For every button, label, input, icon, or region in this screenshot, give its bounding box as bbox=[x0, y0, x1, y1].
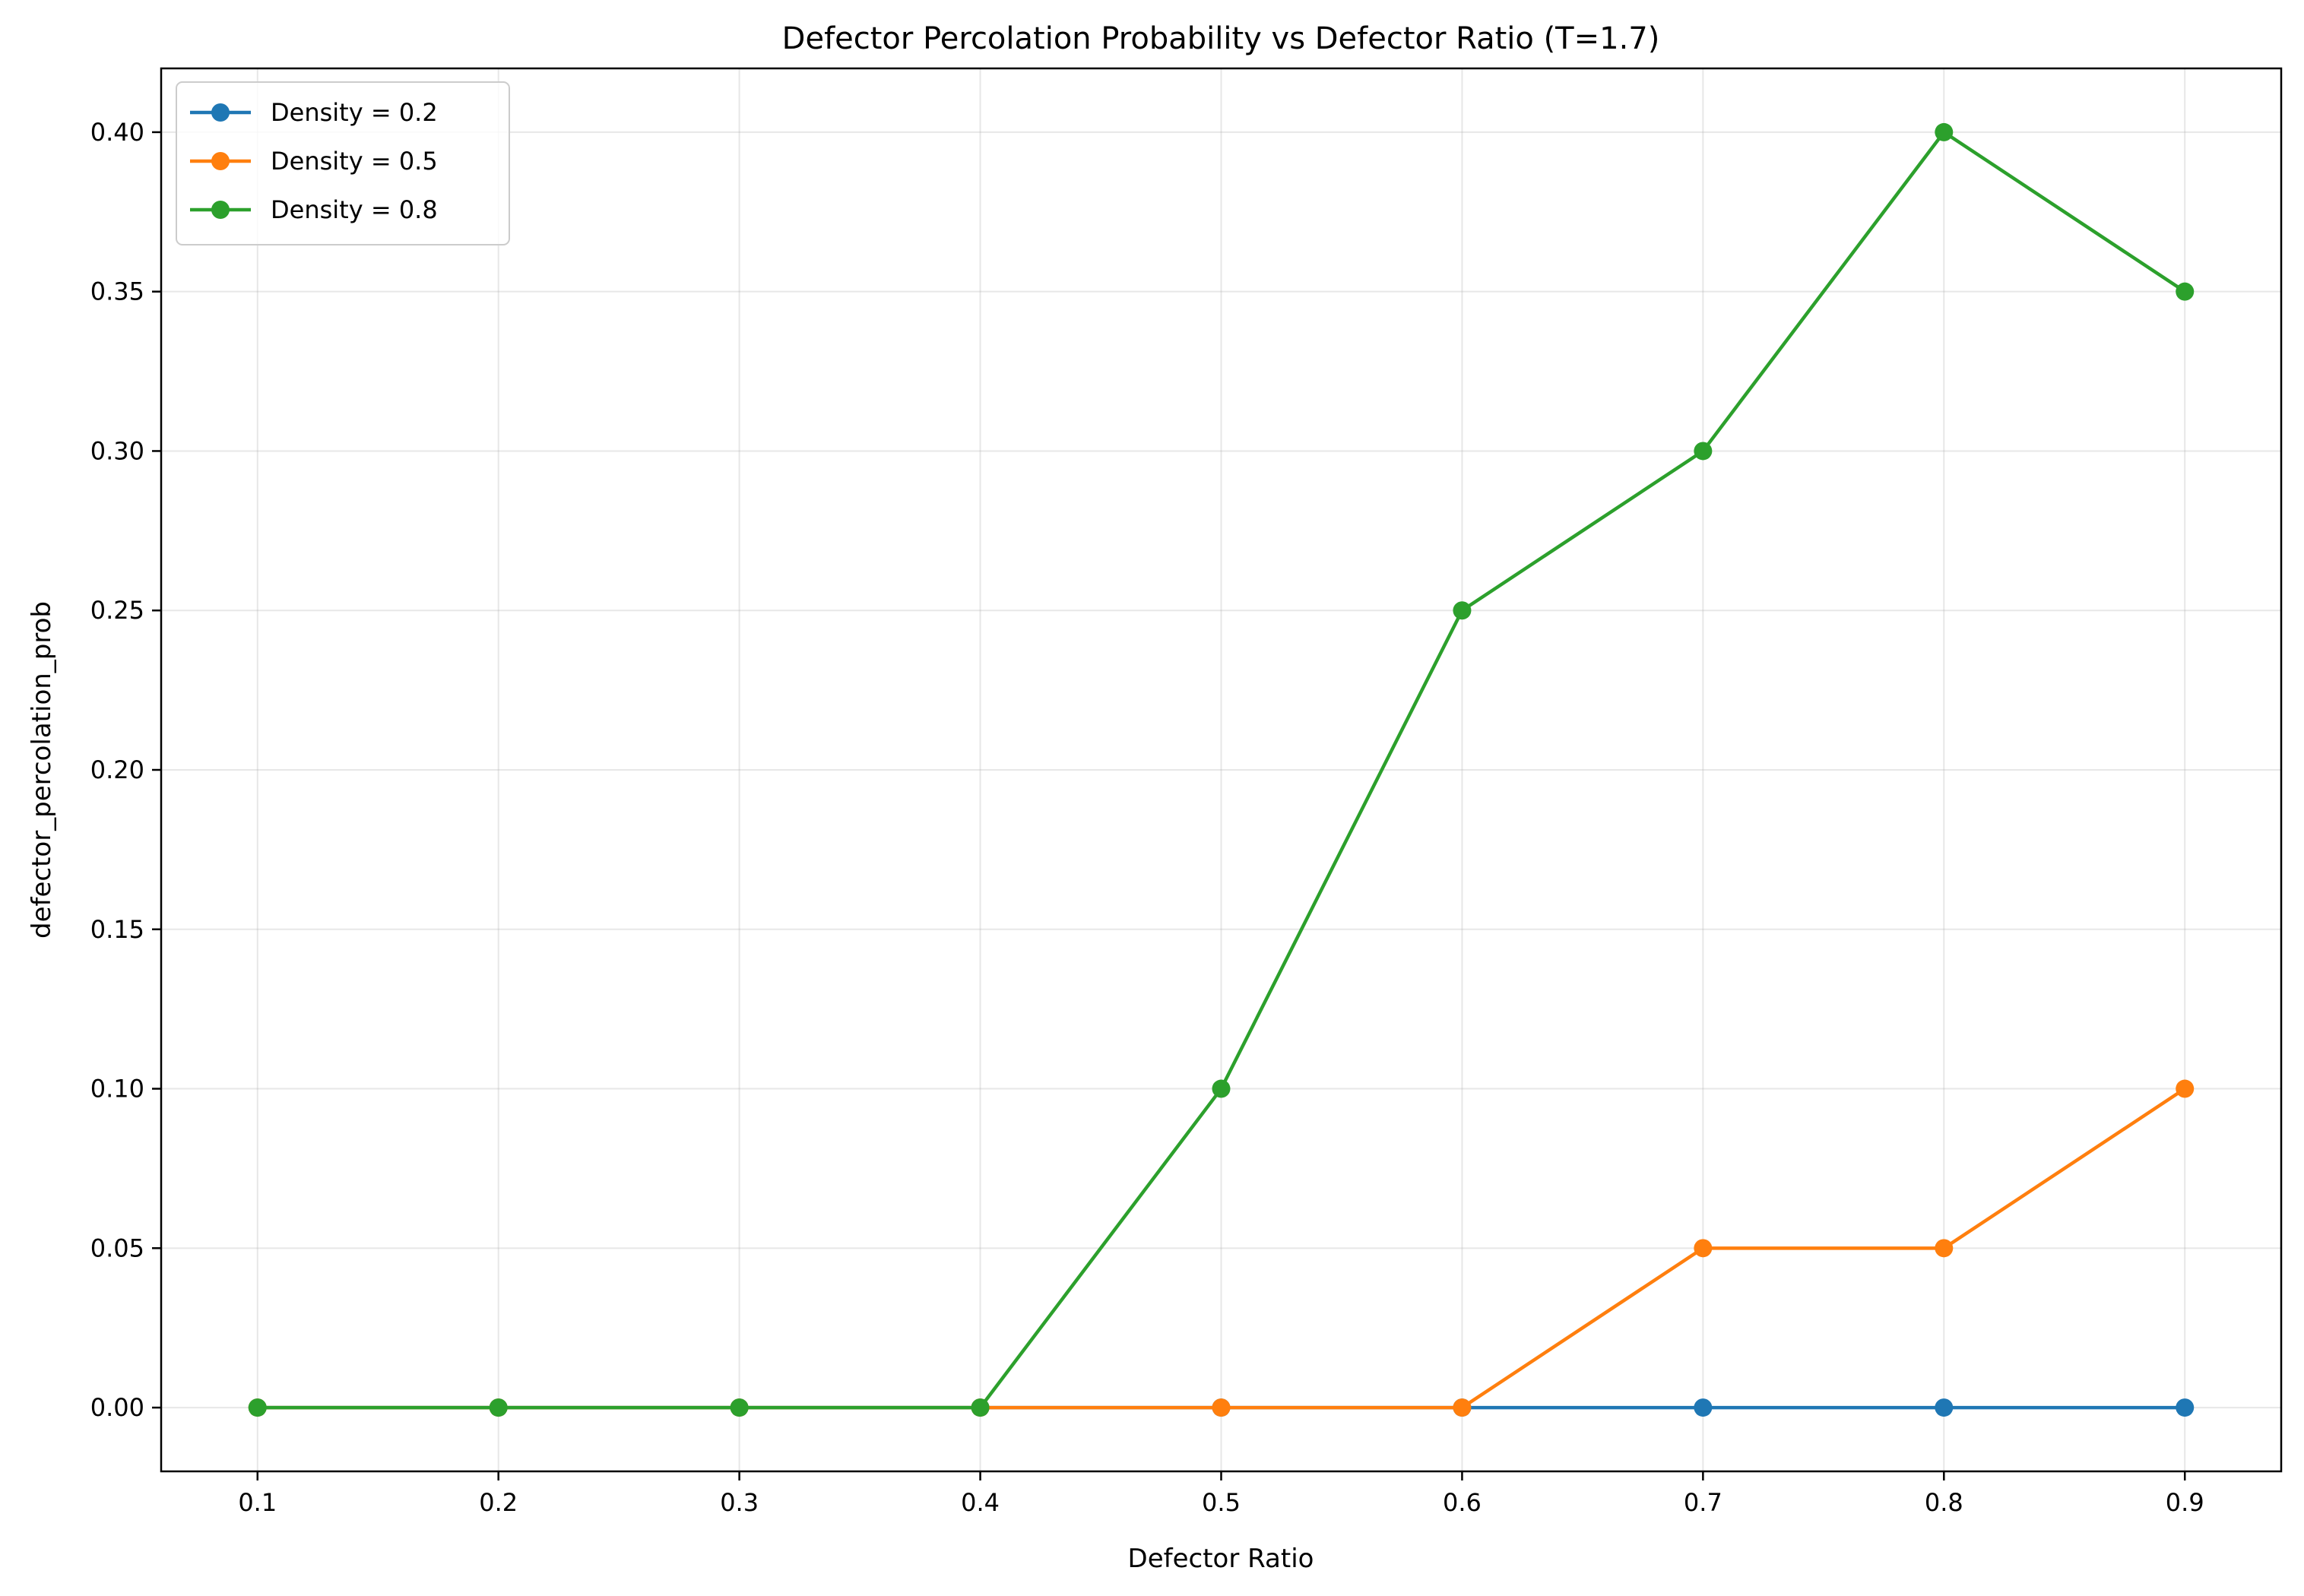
y-tick-label: 0.25 bbox=[90, 596, 144, 625]
x-tick-label: 0.5 bbox=[1202, 1488, 1241, 1517]
legend-marker bbox=[211, 201, 230, 219]
y-tick-label: 0.15 bbox=[90, 915, 144, 944]
data-point bbox=[1935, 1239, 1954, 1258]
chart-title: Defector Percolation Probability vs Defe… bbox=[782, 21, 1660, 56]
y-tick-label: 0.05 bbox=[90, 1233, 144, 1262]
x-tick-label: 0.2 bbox=[479, 1488, 518, 1517]
x-axis-label: Defector Ratio bbox=[1128, 1544, 1314, 1574]
legend-marker bbox=[211, 103, 230, 122]
series-3 bbox=[248, 122, 2195, 1417]
data-point bbox=[489, 1398, 508, 1417]
data-point bbox=[248, 1398, 267, 1417]
data-point bbox=[1935, 1398, 1954, 1417]
legend-item: Density = 0.5 bbox=[190, 147, 438, 176]
legend-marker bbox=[211, 152, 230, 170]
x-tick-label: 0.6 bbox=[1443, 1488, 1482, 1517]
data-point bbox=[1212, 1079, 1231, 1098]
data-point bbox=[1935, 122, 1954, 141]
y-tick-label: 0.40 bbox=[90, 118, 144, 147]
data-point bbox=[2176, 1398, 2195, 1417]
data-point bbox=[1212, 1398, 1231, 1417]
x-axis: 0.1 0.2 0.3 0.4 0.5 0.6 0.7 0.8 0.9 bbox=[238, 1471, 2204, 1517]
y-axis-label: defector_percolation_prob bbox=[27, 601, 57, 939]
legend-label: Density = 0.5 bbox=[271, 147, 438, 176]
legend-item: Density = 0.2 bbox=[190, 98, 438, 127]
x-tick-label: 0.8 bbox=[1925, 1488, 1963, 1517]
data-point bbox=[1694, 1398, 1713, 1417]
data-point bbox=[730, 1398, 749, 1417]
y-axis: 0.00 0.05 0.10 0.15 0.20 0.25 0.30 0.35 0.40 bbox=[90, 118, 161, 1422]
x-tick-label: 0.3 bbox=[720, 1488, 759, 1517]
data-point bbox=[2176, 1079, 2195, 1098]
series-layer bbox=[248, 122, 2195, 1417]
x-tick-label: 0.1 bbox=[238, 1488, 277, 1517]
data-point bbox=[1694, 1239, 1713, 1258]
data-point bbox=[1453, 1398, 1472, 1417]
data-point bbox=[2176, 282, 2195, 301]
data-point bbox=[1453, 601, 1472, 620]
y-tick-label: 0.35 bbox=[90, 277, 144, 306]
data-point bbox=[1694, 442, 1713, 461]
legend-box bbox=[176, 81, 510, 245]
legend-label: Density = 0.2 bbox=[271, 98, 438, 127]
data-point bbox=[971, 1398, 990, 1417]
x-tick-label: 0.9 bbox=[2166, 1488, 2204, 1517]
y-tick-label: 0.30 bbox=[90, 436, 144, 465]
legend-label: Density = 0.8 bbox=[271, 195, 438, 224]
y-tick-label: 0.10 bbox=[90, 1075, 144, 1104]
legend: Density = 0.2 Density = 0.5 Density = 0.8 bbox=[176, 81, 510, 245]
x-tick-label: 0.4 bbox=[961, 1488, 1000, 1517]
x-tick-label: 0.7 bbox=[1684, 1488, 1722, 1517]
y-tick-label: 0.20 bbox=[90, 755, 144, 784]
legend-item: Density = 0.8 bbox=[190, 195, 438, 224]
y-tick-label: 0.00 bbox=[90, 1393, 144, 1422]
